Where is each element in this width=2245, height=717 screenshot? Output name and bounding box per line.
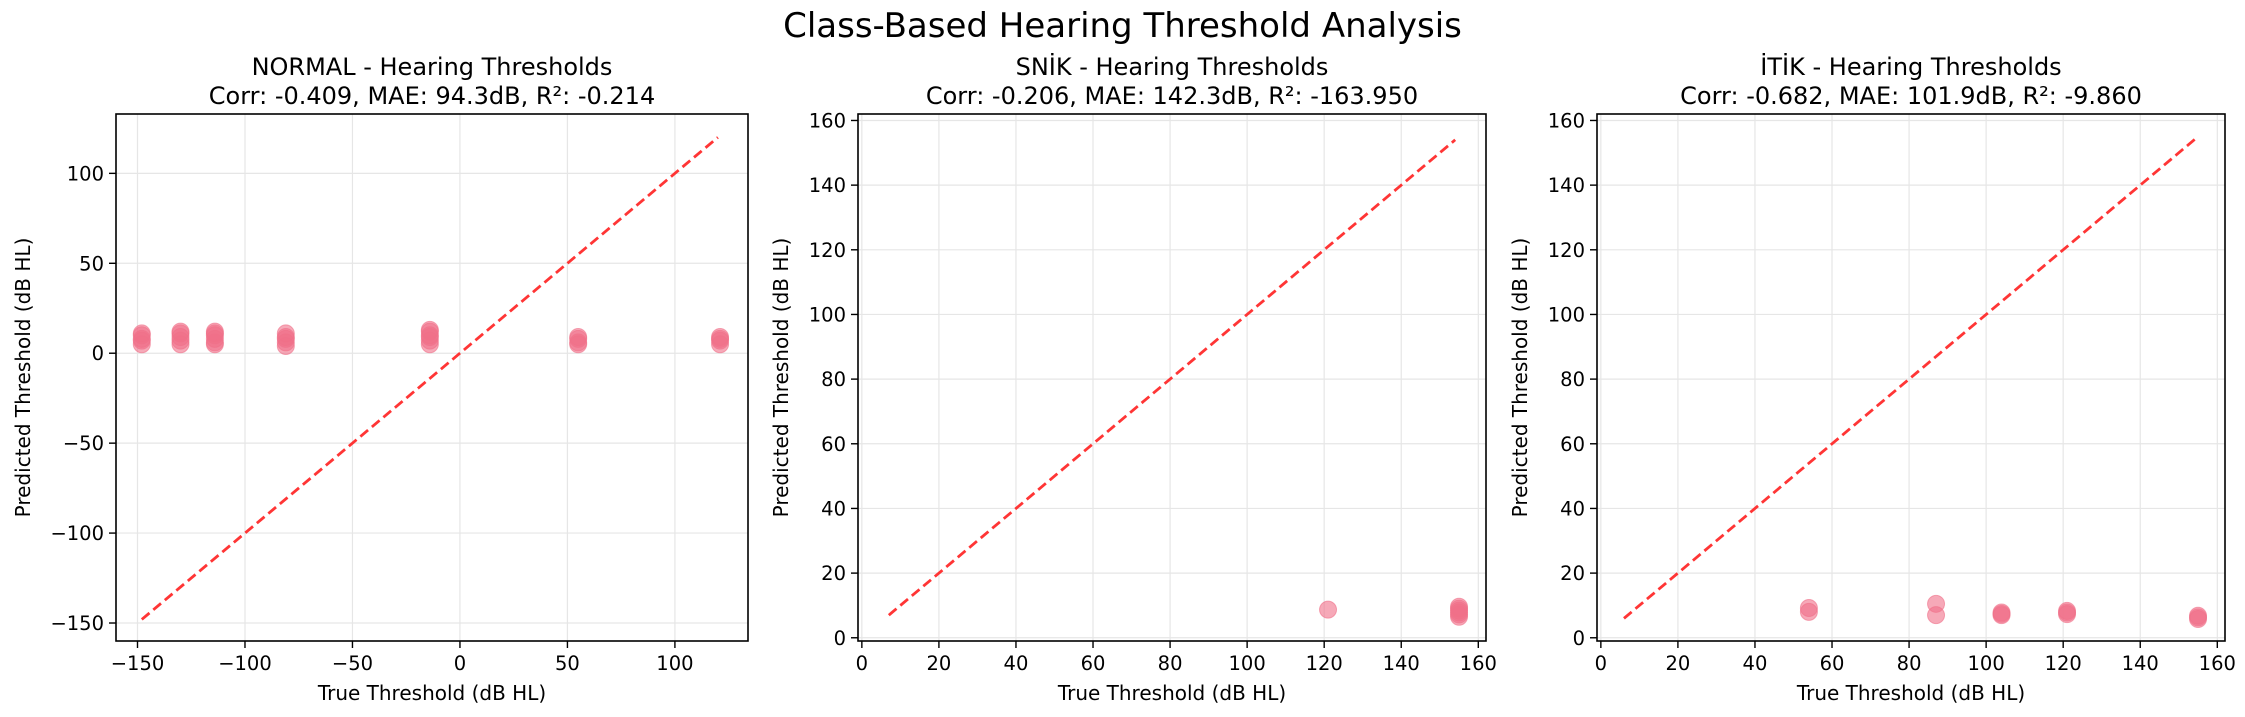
y-tick-label: 100 bbox=[809, 303, 846, 326]
data-point bbox=[171, 322, 190, 341]
y-tick-label: 0 bbox=[1573, 627, 1585, 650]
data-point bbox=[276, 324, 295, 343]
x-axis-label: True Threshold (dB HL) bbox=[317, 681, 546, 705]
y-tick-label: 100 bbox=[1548, 303, 1585, 326]
data-point bbox=[1450, 597, 1469, 616]
y-axis-label: Predicted Threshold (dB HL) bbox=[1508, 238, 1532, 518]
x-tick-label: −150 bbox=[111, 652, 165, 675]
x-tick-label: 20 bbox=[1665, 652, 1690, 675]
x-tick-label: 80 bbox=[1897, 652, 1922, 675]
y-tick-label: 50 bbox=[79, 252, 104, 275]
axes-frame bbox=[1596, 113, 2226, 642]
figure-suptitle: Class-Based Hearing Threshold Analysis bbox=[783, 6, 1462, 46]
y-tick-label: −100 bbox=[50, 522, 104, 545]
x-tick-label: 160 bbox=[1460, 652, 1497, 675]
y-tick-label: 60 bbox=[821, 433, 846, 456]
subplot-3: 0 20 40 60 80 100 120 140 160 0 20 40 60 80 100 120 140 1… bbox=[1508, 52, 2236, 705]
y-tick-label: 140 bbox=[809, 174, 846, 197]
y-tick-label: −50 bbox=[63, 432, 104, 455]
y-tick-label: 20 bbox=[821, 562, 846, 585]
data-point bbox=[569, 328, 588, 347]
x-tick-label: 140 bbox=[2122, 652, 2159, 675]
x-tick-label: −100 bbox=[218, 652, 272, 675]
data-point bbox=[1319, 600, 1338, 619]
x-tick-label: 40 bbox=[1743, 652, 1768, 675]
data-point bbox=[132, 324, 151, 343]
subplot-metrics: Corr: -0.682, MAE: 101.9dB, R²: -9.860 bbox=[1680, 82, 2142, 110]
y-tick-label: 40 bbox=[821, 497, 846, 520]
data-point bbox=[2189, 606, 2208, 625]
y-tick-label: 80 bbox=[1560, 368, 1585, 391]
x-tick-label: 50 bbox=[555, 652, 580, 675]
x-tick-label: 80 bbox=[1158, 652, 1183, 675]
x-tick-label: −50 bbox=[332, 652, 373, 675]
x-tick-label: 160 bbox=[2199, 652, 2236, 675]
x-tick-label: 0 bbox=[856, 652, 868, 675]
y-tick-label: 60 bbox=[1560, 433, 1585, 456]
y-tick-label: 120 bbox=[809, 239, 846, 262]
axes-frame bbox=[115, 113, 749, 642]
y-tick-label: 160 bbox=[809, 109, 846, 132]
x-tick-label: 60 bbox=[1081, 652, 1106, 675]
subplot-title: SNİK - Hearing Thresholds bbox=[1016, 52, 1329, 81]
data-point bbox=[711, 328, 730, 347]
subplot-title: NORMAL - Hearing Thresholds bbox=[252, 53, 613, 81]
x-tick-label: 140 bbox=[1383, 652, 1420, 675]
y-tick-label: 160 bbox=[1548, 109, 1585, 132]
y-tick-label: 140 bbox=[1548, 174, 1585, 197]
identity-line bbox=[140, 136, 719, 621]
data-point bbox=[1799, 599, 1818, 618]
x-tick-label: 100 bbox=[1229, 652, 1266, 675]
identity-line bbox=[1623, 135, 2199, 620]
data-point bbox=[1992, 603, 2011, 622]
x-axis-label: True Threshold (dB HL) bbox=[1057, 681, 1286, 705]
subplot-1: −150 −100 −50 0 50 100 −150 −100 −50 0 50 100 True T… bbox=[11, 53, 749, 705]
y-tick-label: 0 bbox=[92, 342, 104, 365]
data-point bbox=[1927, 594, 1946, 613]
subplot-2: 0 20 40 60 80 100 120 140 160 0 20 40 60 80 100 120 140 1… bbox=[769, 52, 1497, 705]
axes-frame bbox=[857, 113, 1487, 642]
y-tick-label: 120 bbox=[1548, 239, 1585, 262]
y-tick-label: 100 bbox=[67, 162, 104, 185]
y-axis-label: Predicted Threshold (dB HL) bbox=[11, 238, 35, 518]
x-axis-label: True Threshold (dB HL) bbox=[1796, 681, 2025, 705]
x-tick-label: 60 bbox=[1820, 652, 1845, 675]
x-tick-label: 100 bbox=[1968, 652, 2005, 675]
y-tick-label: 20 bbox=[1560, 562, 1585, 585]
subplot-metrics: Corr: -0.206, MAE: 142.3dB, R²: -163.950 bbox=[926, 82, 1418, 110]
x-tick-label: 0 bbox=[454, 652, 466, 675]
identity-line bbox=[887, 138, 1457, 617]
y-tick-label: 40 bbox=[1560, 497, 1585, 520]
data-point bbox=[420, 320, 439, 339]
x-tick-label: 20 bbox=[926, 652, 951, 675]
x-tick-label: 40 bbox=[1004, 652, 1029, 675]
x-tick-label: 120 bbox=[1306, 652, 1343, 675]
data-point bbox=[205, 322, 224, 341]
x-tick-label: 0 bbox=[1595, 652, 1607, 675]
data-point bbox=[2058, 601, 2077, 620]
y-tick-label: 0 bbox=[834, 627, 846, 650]
y-tick-label: 80 bbox=[821, 368, 846, 391]
y-tick-label: −150 bbox=[50, 612, 104, 635]
x-tick-label: 120 bbox=[2045, 652, 2082, 675]
subplot-metrics: Corr: -0.409, MAE: 94.3dB, R²: -0.214 bbox=[209, 82, 655, 110]
subplot-title: İTİK - Hearing Thresholds bbox=[1760, 52, 2061, 81]
x-tick-label: 100 bbox=[656, 652, 693, 675]
y-axis-label: Predicted Threshold (dB HL) bbox=[769, 238, 793, 518]
